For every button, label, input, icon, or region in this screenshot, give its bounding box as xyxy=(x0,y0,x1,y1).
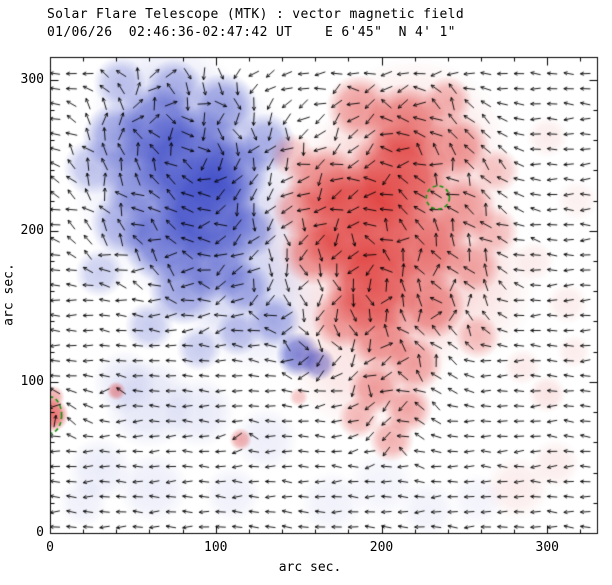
x-tick-label: 200 xyxy=(369,540,394,555)
y-tick-label: 0 xyxy=(36,525,44,540)
y-tick-label: 300 xyxy=(20,71,44,87)
y-tick-label: 200 xyxy=(20,222,44,238)
x-axis-label: arc sec. xyxy=(278,560,342,575)
plot-title: Solar Flare Telescope (MTK) : vector mag… xyxy=(47,7,465,22)
y-axis-label: arc sec. xyxy=(1,263,17,326)
x-tick-label: 100 xyxy=(204,540,228,555)
y-tick-label: 100 xyxy=(20,373,44,389)
plot-subtitle: 01/06/26 02:46:36-02:47:42 UT E 6'45" N … xyxy=(47,25,456,40)
x-tick-label: 300 xyxy=(535,540,559,555)
x-tick-label: 0 xyxy=(46,540,54,555)
